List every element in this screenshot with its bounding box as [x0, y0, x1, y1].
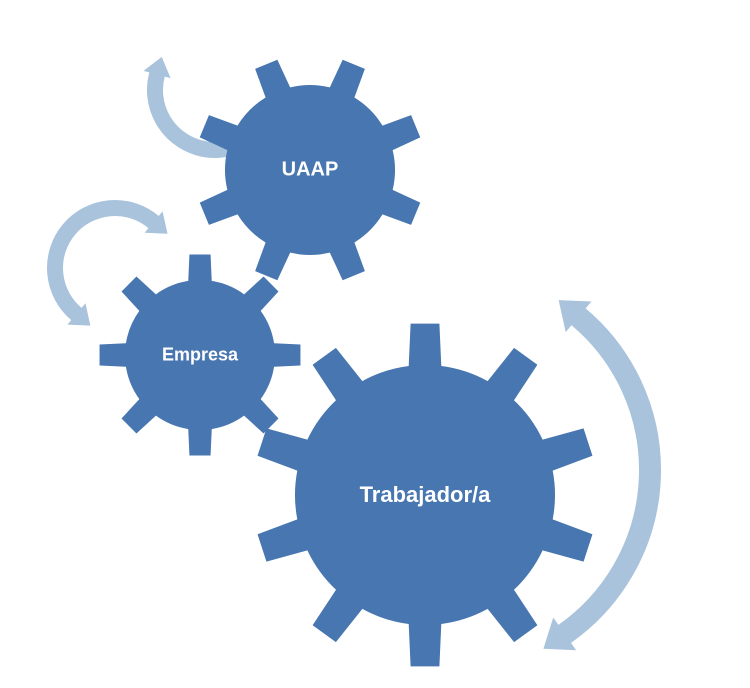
gear-trabajador-label: Trabajador/a — [360, 482, 491, 508]
diagram-svg — [0, 0, 750, 688]
arrow-right — [565, 317, 650, 634]
gear-diagram: UAAP Empresa Trabajador/a — [0, 0, 750, 688]
gear-empresa-label: Empresa — [162, 345, 238, 366]
gear-uaap-label: UAAP — [282, 159, 339, 182]
